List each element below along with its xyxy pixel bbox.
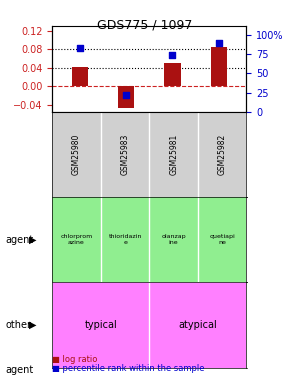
Text: ▶: ▶: [29, 234, 37, 244]
Point: [78, 45, 82, 51]
Text: GSM25980: GSM25980: [72, 134, 81, 175]
Point: [216, 40, 221, 46]
Text: agent: agent: [6, 234, 34, 244]
Bar: [211, 47, 227, 86]
Text: ■ log ratio: ■ log ratio: [52, 355, 97, 364]
Text: other: other: [6, 320, 32, 330]
Text: ▶: ▶: [29, 320, 37, 330]
Text: thioridazin
e: thioridazin e: [108, 234, 142, 245]
FancyBboxPatch shape: [52, 282, 149, 368]
Text: GDS775 / 1097: GDS775 / 1097: [97, 19, 193, 32]
Text: olanzap
ine: olanzap ine: [161, 234, 186, 245]
Point: [170, 52, 175, 58]
Text: quetiapi
ne: quetiapi ne: [209, 234, 235, 245]
Text: GSM25983: GSM25983: [121, 134, 130, 175]
Text: ■ percentile rank within the sample: ■ percentile rank within the sample: [52, 364, 205, 373]
Text: chlorprom
azine: chlorprom azine: [60, 234, 93, 245]
Text: agent: agent: [6, 365, 34, 375]
Text: GSM25982: GSM25982: [218, 134, 227, 175]
Bar: [164, 63, 181, 86]
FancyBboxPatch shape: [149, 282, 246, 368]
Bar: [72, 67, 88, 86]
Text: atypical: atypical: [179, 320, 217, 330]
Point: [124, 92, 128, 98]
Text: typical: typical: [84, 320, 117, 330]
Bar: [118, 86, 134, 108]
Text: GSM25981: GSM25981: [169, 134, 178, 175]
